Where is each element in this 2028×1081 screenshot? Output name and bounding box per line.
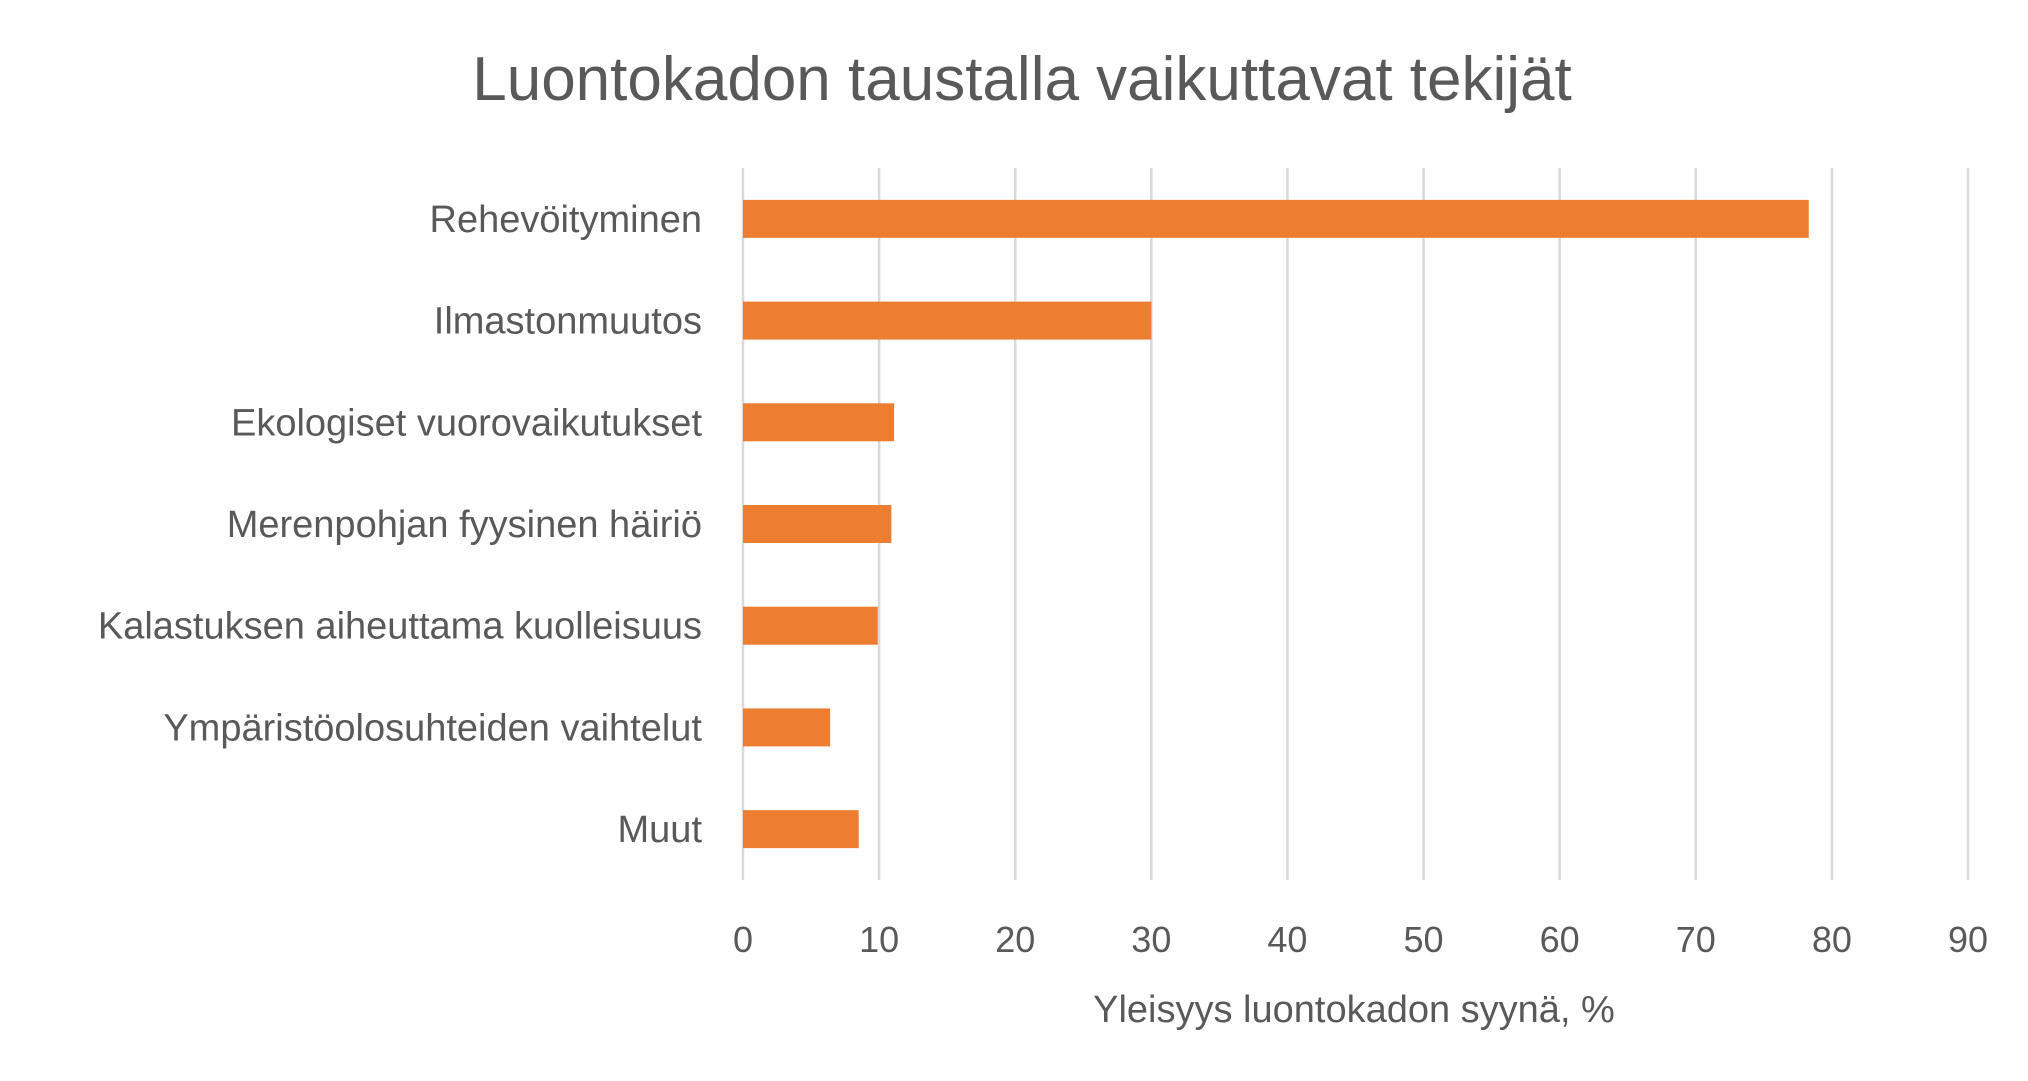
x-tick-label-20: 20 [995, 919, 1035, 960]
x-axis-tick-labels: 0 10 20 30 40 50 60 70 80 90 [733, 919, 1988, 960]
x-tick-label-30: 30 [1131, 919, 1171, 960]
bar-4 [743, 606, 878, 645]
category-label-0: Rehevöityminen [430, 199, 702, 241]
category-label-5: Ympäristöolosuhteiden vaihtelut [163, 707, 702, 749]
x-tick-label-90: 90 [1948, 919, 1988, 960]
gridlines [741, 168, 1970, 880]
category-label-2: Ekologiset vuorovaikutukset [231, 402, 702, 444]
category-label-4: Kalastuksen aiheuttama kuolleisuus [98, 606, 702, 648]
bar-3 [743, 505, 892, 543]
bar-6 [743, 810, 859, 849]
x-axis-title: Yleisyys luontokadon syynä, % [1093, 989, 1615, 1031]
x-tick-label-40: 40 [1267, 919, 1307, 960]
bar-1 [743, 301, 1152, 340]
bars [743, 199, 1809, 849]
category-labels: Rehevöityminen Ilmastonmuutos Ekologiset v… [98, 199, 703, 851]
chart-title: Luontokadon taustalla vaikuttavat tekijä… [472, 45, 1572, 114]
bar-5 [743, 708, 831, 747]
category-label-1: Ilmastonmuutos [434, 301, 702, 343]
x-tick-label-50: 50 [1404, 919, 1444, 960]
x-tick-label-10: 10 [859, 919, 899, 960]
x-tick-label-60: 60 [1540, 919, 1580, 960]
category-label-6: Muut [618, 809, 703, 851]
bar-0 [743, 199, 1809, 238]
category-label-3: Merenpohjan fyysinen häiriö [227, 504, 702, 546]
x-tick-label-80: 80 [1812, 919, 1852, 960]
x-tick-label-70: 70 [1676, 919, 1716, 960]
bar-2 [743, 403, 895, 442]
x-tick-label-0: 0 [733, 919, 753, 960]
